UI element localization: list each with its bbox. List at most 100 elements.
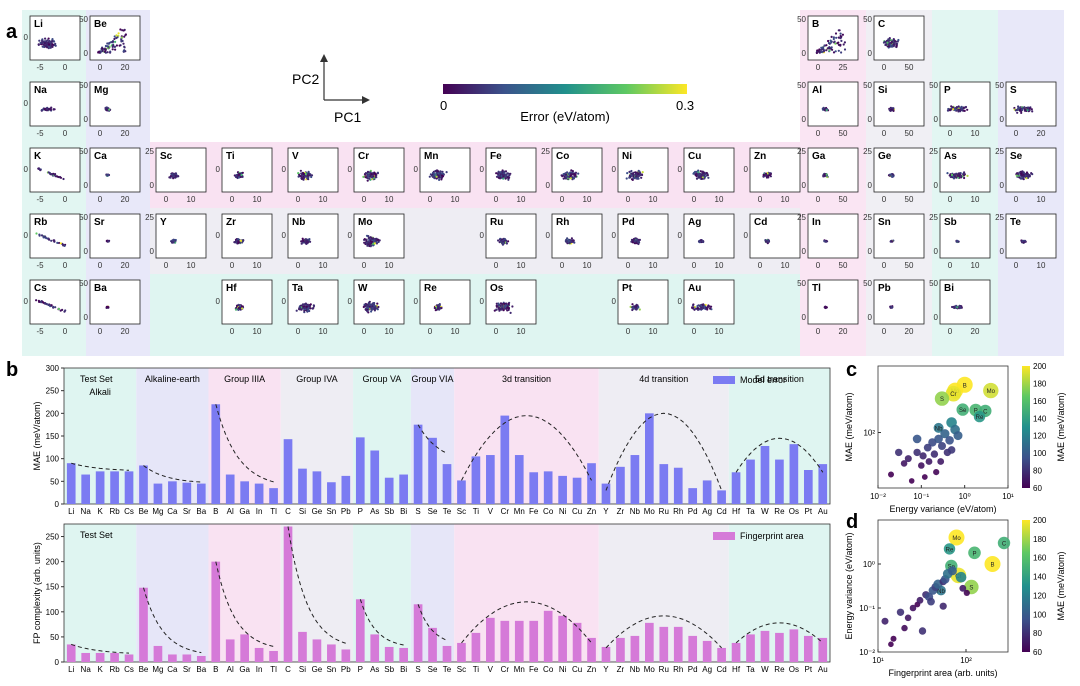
scatter-point [701, 306, 705, 309]
scatter-point [118, 44, 121, 47]
xtick-label: Ni [559, 507, 567, 516]
element-xtick: 0 [230, 195, 235, 204]
scatter-point [47, 45, 51, 48]
element-symbol: Cs [34, 283, 47, 294]
xtick-label: Ta [746, 665, 755, 674]
bar-ti [471, 456, 481, 504]
scatter-point [631, 306, 634, 309]
scatter-point [890, 240, 894, 243]
xtick-label: C [285, 665, 291, 674]
scatter-point [42, 43, 46, 46]
scatter-point [367, 241, 370, 244]
scatter-point [367, 306, 370, 310]
scatter-point [45, 41, 48, 44]
bar-hf [731, 642, 741, 662]
scatter-point [884, 41, 887, 44]
scatter-point [701, 240, 704, 243]
element-xtick: 0 [63, 261, 68, 270]
scatter-point [48, 172, 52, 175]
scatter-point [635, 304, 638, 307]
scatter-point [896, 608, 905, 616]
element-cell-li: Li 0 -5 0 [24, 15, 81, 72]
error-colorbar-min: 0 [440, 98, 447, 113]
element-xtick: 0 [362, 195, 367, 204]
scatter-point [237, 241, 240, 244]
scatter-point [921, 474, 928, 480]
bar-ag [702, 480, 712, 504]
element-xtick: 10 [187, 261, 196, 270]
element-symbol: Cr [358, 151, 369, 162]
scatter-point [568, 241, 571, 244]
element-cell-ti: Ti 0 0 10 [216, 147, 273, 204]
scatter-point [54, 44, 57, 47]
scatter-point [106, 51, 109, 54]
element-xtick: 0 [758, 195, 763, 204]
scatter-point [890, 175, 894, 178]
xtick-label: Mo [644, 665, 656, 674]
scatter-point [950, 105, 953, 108]
bar-sr [182, 654, 192, 662]
scatter-point [363, 238, 366, 241]
xtick-label: Si [299, 507, 306, 516]
element-xtick: 0 [98, 195, 103, 204]
scatter-point [302, 239, 305, 242]
scatter-point [562, 177, 565, 180]
element-ytick: 0 [282, 297, 287, 306]
bar-pb [341, 475, 351, 504]
bar-mo [645, 413, 654, 504]
colorbar-tick: 180 [1033, 535, 1047, 544]
scatter-point [565, 240, 569, 243]
element-symbol: P [944, 85, 951, 96]
scatter-point [888, 39, 891, 42]
scatter-point [822, 106, 825, 109]
xtick-label: Ge [312, 665, 323, 674]
scatter-point [966, 174, 969, 177]
scatter-point [635, 308, 638, 311]
bar-zn [587, 637, 596, 662]
scatter-point [303, 309, 306, 312]
bar-sc [457, 480, 466, 504]
ytick-label: 50 [50, 633, 59, 642]
element-xtick: 0 [362, 327, 367, 336]
element-xtick: 0 [692, 195, 697, 204]
element-ytick: 25 [145, 147, 154, 156]
scatter-point [367, 236, 370, 240]
test-set-label: Test Set [80, 530, 113, 540]
scatter-point [439, 306, 442, 309]
scatter-point [834, 42, 837, 45]
scatter-point [890, 635, 897, 642]
scatter-point [959, 305, 962, 308]
element-ytick: 0 [348, 297, 353, 306]
element-symbol: Nb [292, 217, 305, 228]
ytick-label: 10² [863, 429, 875, 438]
colorbar-tick: 200 [1033, 362, 1047, 371]
element-xtick: 25 [839, 63, 848, 72]
element-symbol: Al [812, 85, 822, 96]
element-ytick: 0 [1000, 247, 1005, 256]
scatter-point [506, 309, 509, 312]
scatter-point [50, 304, 53, 307]
xtick-label: Ga [239, 507, 250, 516]
bar-ge [312, 639, 322, 662]
ytick-label: 200 [46, 409, 60, 418]
element-xtick: -5 [36, 195, 44, 204]
scatter-point [954, 109, 957, 112]
bar-rb [110, 652, 119, 662]
scatter-point [696, 304, 699, 307]
scatter-point [445, 171, 448, 174]
xtick-label: P [358, 507, 363, 516]
bar-zr [616, 466, 625, 504]
scatter-point [103, 50, 106, 53]
scatter-point [1021, 240, 1024, 243]
point-label: B [963, 383, 967, 389]
scatter-point [437, 170, 440, 173]
scatter-point [890, 108, 893, 111]
element-symbol: Te [1010, 217, 1021, 228]
scatter-point [98, 50, 101, 53]
xtick-label: Cs [124, 665, 134, 674]
colorbar-label: MAE (meV/atom) [1056, 392, 1066, 461]
scatter-point [561, 175, 564, 178]
scatter-point [923, 443, 932, 452]
scatter-point [498, 306, 501, 310]
scatter-point [918, 462, 925, 469]
